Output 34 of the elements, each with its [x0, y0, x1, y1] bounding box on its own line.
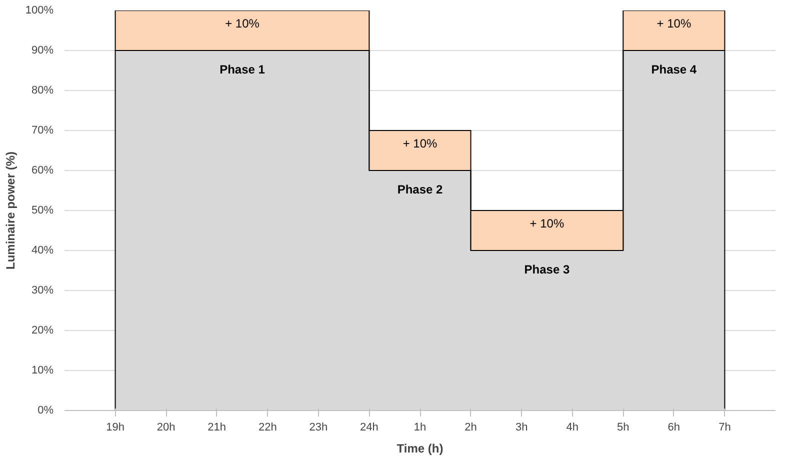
y-tick-label: 0% [38, 404, 54, 416]
data-label: + 10% [656, 16, 692, 30]
y-tick-label: 20% [31, 324, 54, 336]
x-tick-label: 19h [106, 422, 124, 434]
y-tick-label: 100% [25, 4, 54, 16]
data-label: + 10% [225, 16, 260, 30]
x-tick-label: 6h [668, 422, 680, 434]
y-tick-label: 30% [31, 284, 54, 296]
x-tick-label: 4h [566, 422, 578, 434]
y-tick-label: 50% [31, 204, 54, 216]
x-tick-label: 24h [360, 422, 378, 434]
data-label: Phase 1 [220, 62, 266, 76]
x-tick-label: 5h [617, 422, 630, 434]
x-tick-label: 2h [464, 422, 477, 434]
x-tick-label: 7h [718, 422, 731, 434]
y-tick-label: 10% [31, 364, 54, 376]
x-tick-label: 1h [414, 422, 426, 434]
x-tick-label: 22h [258, 422, 277, 434]
x-tick-label: 21h [208, 422, 226, 434]
data-label: Phase 4 [651, 62, 697, 76]
y-tick-label: 60% [31, 164, 54, 176]
data-label: + 10% [402, 136, 438, 150]
x-axis-title: Time (h) [396, 442, 444, 456]
x-tick-label: 23h [309, 422, 328, 434]
y-axis-title: Luminaire power (%) [3, 151, 18, 270]
y-tick-label: 90% [31, 44, 54, 56]
x-tick-label: 3h [515, 422, 528, 434]
data-label: Phase 3 [524, 262, 570, 276]
x-tick-label: 20h [156, 422, 176, 434]
data-label: Phase 2 [397, 182, 444, 196]
y-tick-label: 40% [31, 244, 54, 256]
y-tick-label: 80% [31, 84, 54, 96]
data-label: + 10% [530, 216, 564, 230]
y-tick-label: 70% [31, 124, 54, 136]
